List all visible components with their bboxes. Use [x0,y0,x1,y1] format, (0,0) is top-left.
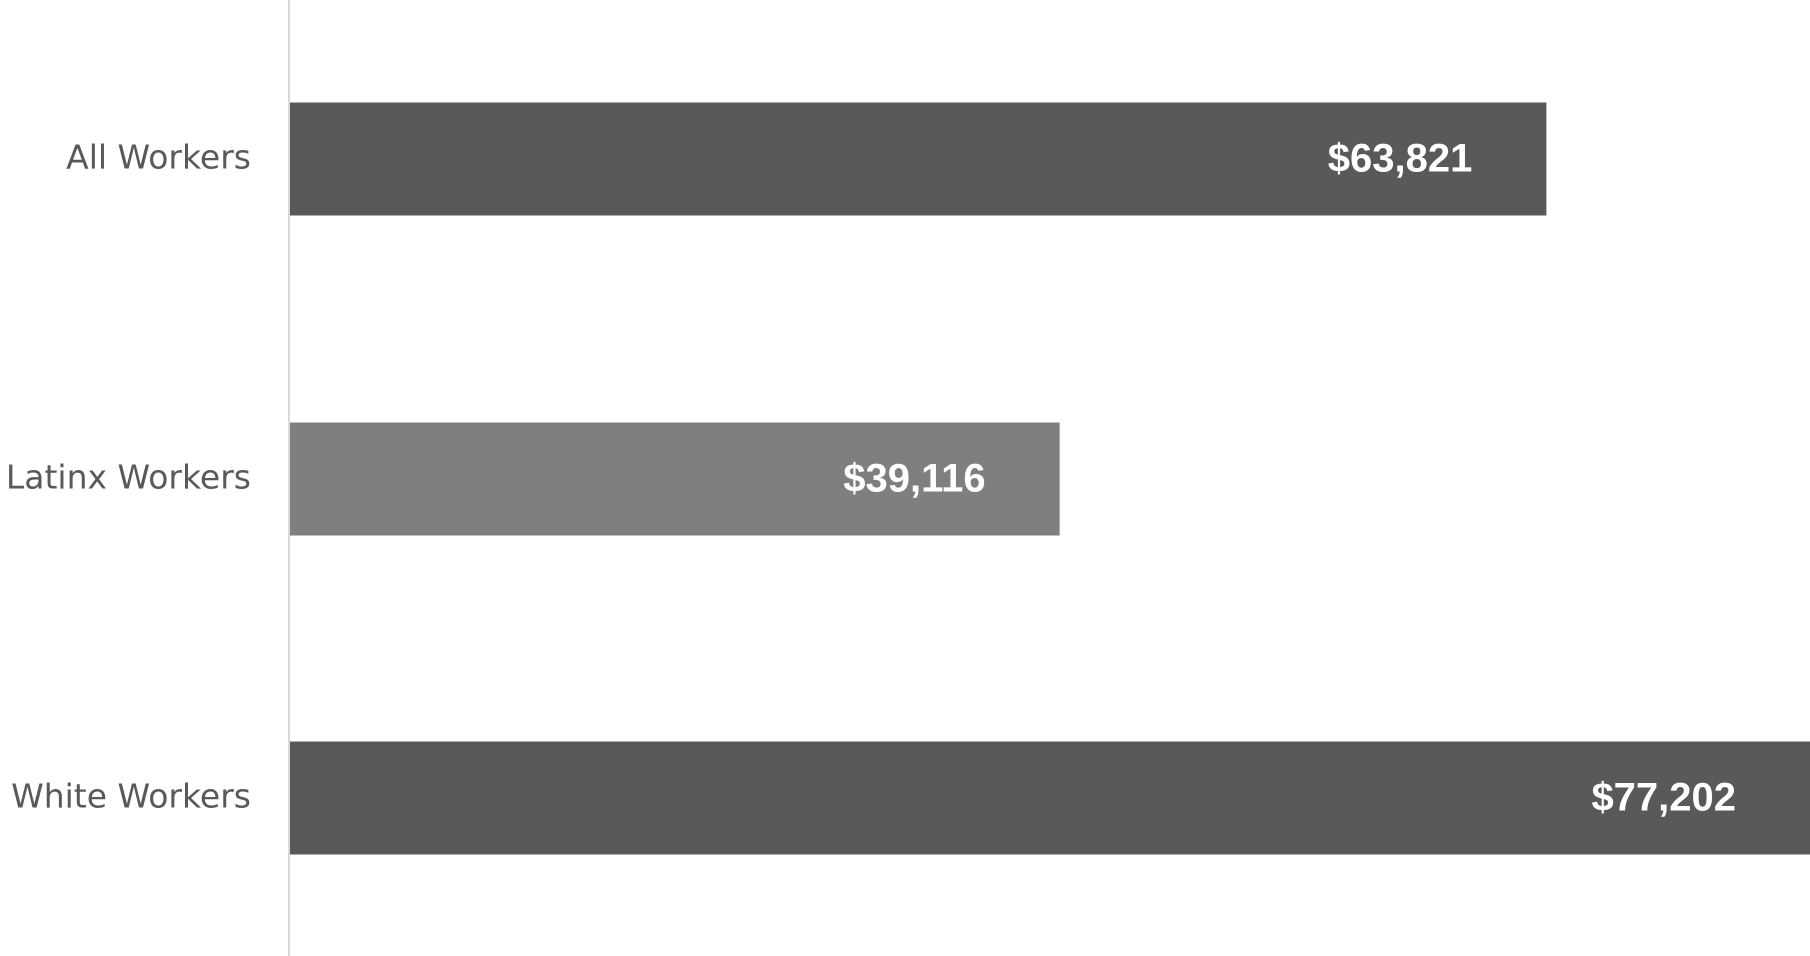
bar [289,422,1060,536]
data-label: $77,202 [1591,776,1736,820]
data-label: $39,116 [843,457,985,501]
bar [289,102,1547,216]
data-label: $63,821 [1328,137,1473,181]
category-label: White Workers [11,777,251,816]
category-label: All Workers [66,138,251,177]
bar [289,741,1810,855]
category-label: Latinx Workers [6,458,251,497]
